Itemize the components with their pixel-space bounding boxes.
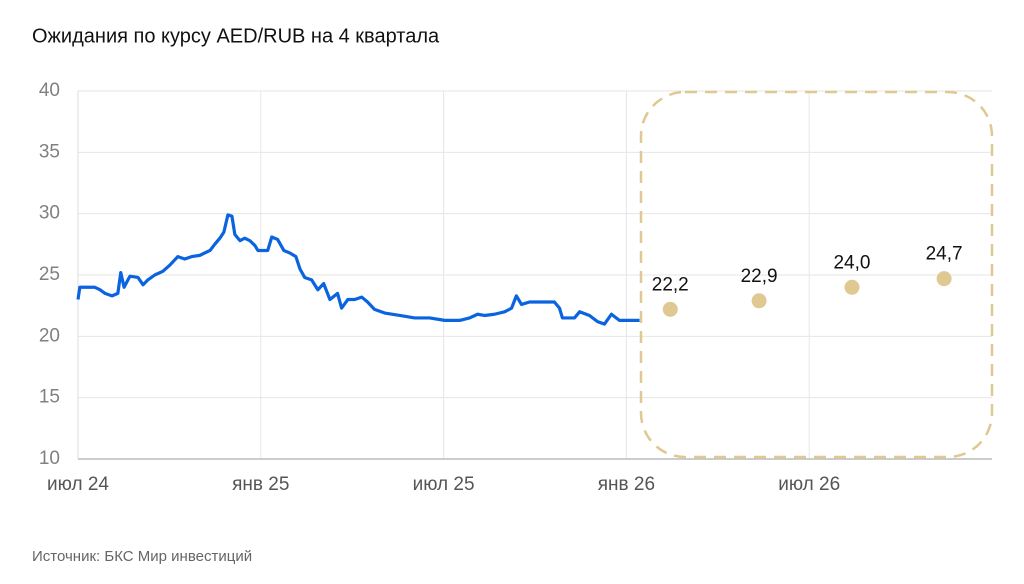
value-label: 24,0 bbox=[833, 252, 870, 273]
x-tick-label: янв 26 bbox=[598, 474, 655, 495]
x-tick-label: янв 25 bbox=[232, 474, 289, 495]
y-tick-label: 25 bbox=[39, 264, 60, 285]
chart-title: Ожидания по курсу AED/RUB на 4 квартала bbox=[32, 25, 440, 47]
y-tick-label: 40 bbox=[39, 80, 60, 101]
y-tick-label: 10 bbox=[39, 448, 60, 469]
rate-line bbox=[76, 213, 640, 326]
value-label: 22,2 bbox=[652, 274, 689, 295]
x-tick-label: июл 24 bbox=[47, 474, 109, 495]
y-tick-label: 15 bbox=[39, 387, 60, 408]
y-tick-label: 35 bbox=[39, 141, 60, 162]
x-tick-label: июл 25 bbox=[413, 474, 475, 495]
forecast-point bbox=[662, 301, 678, 317]
forecast-point bbox=[844, 279, 860, 295]
x-tick-label: июл 26 bbox=[778, 474, 840, 495]
forecast-point bbox=[751, 293, 767, 309]
forecast-point bbox=[936, 271, 952, 287]
forecast-frame bbox=[639, 90, 994, 459]
y-tick-label: 20 bbox=[39, 325, 60, 346]
value-label: 22,9 bbox=[741, 266, 778, 287]
source-note: Источник: БКС Мир инвестиций bbox=[32, 548, 252, 565]
y-tick-label: 30 bbox=[39, 203, 60, 224]
value-label: 24,7 bbox=[926, 244, 963, 265]
